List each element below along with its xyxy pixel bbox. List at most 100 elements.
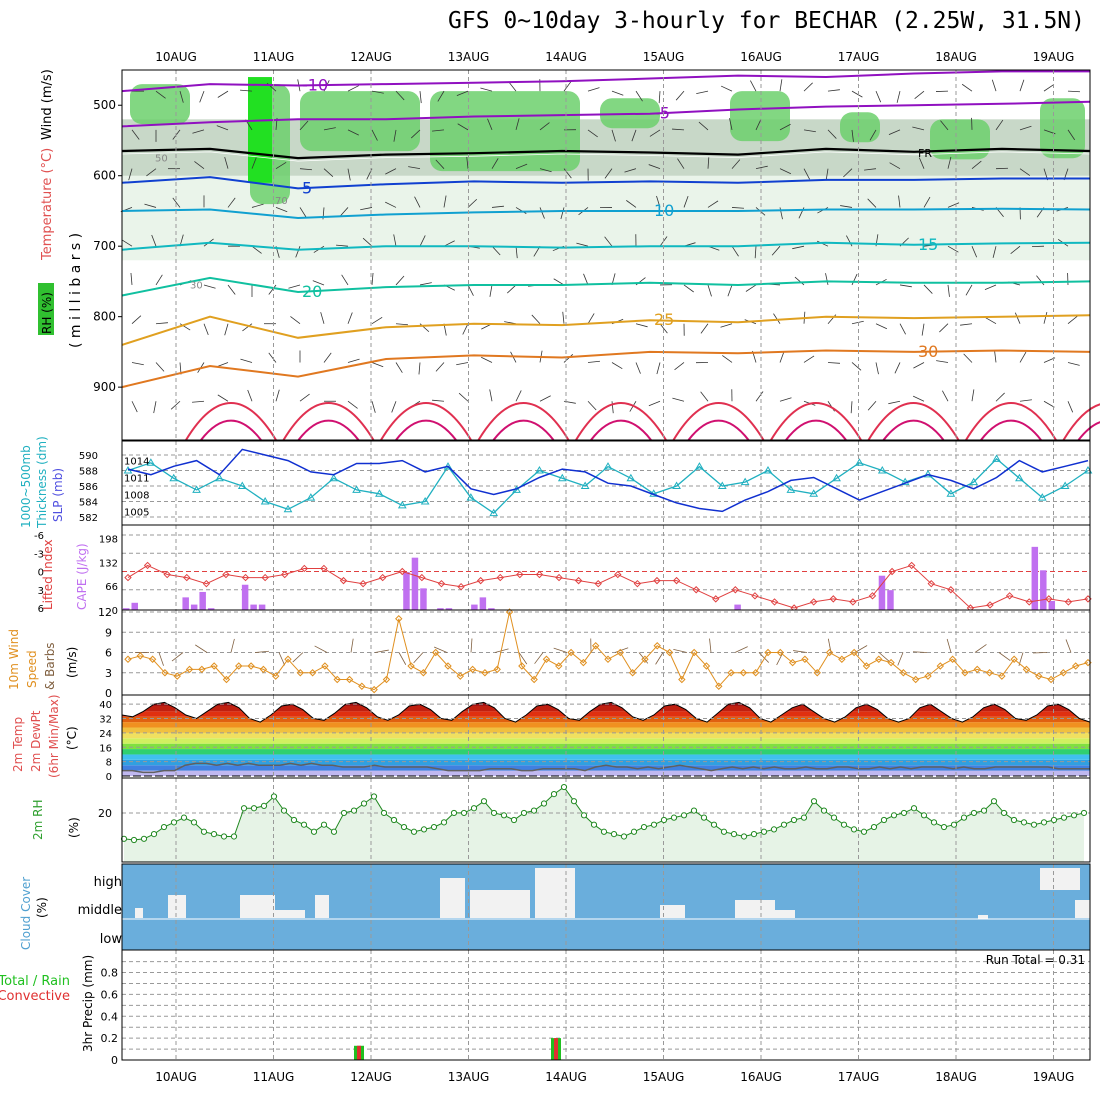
surface-barb-22 (655, 652, 664, 665)
wind-speed-point-11 (259, 665, 268, 674)
surface-barb-33 (912, 651, 928, 653)
wind-speed-point-43 (653, 642, 661, 650)
lifted-index-point-0 (124, 573, 132, 582)
isotherm-fr-inner (121, 151, 1091, 162)
surface-barb-10 (374, 649, 389, 653)
wind-speed-point-66 (936, 662, 945, 670)
cape-tick-0: 198 (99, 535, 118, 546)
rh-point-16 (280, 807, 288, 814)
temperature-2m-panel: 40 32 24 16 8 0 2m Temp 2m DewPt (6hr Min/Max) (°… (11, 694, 1091, 783)
rh-point-76 (880, 816, 888, 824)
wind-barb-14-1 (457, 123, 469, 131)
wind-barb-34-3 (947, 202, 960, 208)
wind-barb-16-0 (508, 81, 517, 92)
temp-band-2 (122, 759, 1090, 766)
rh-point-65 (770, 826, 778, 833)
rh-contour-label-1: 50 (155, 154, 168, 165)
wind-barb-18-3 (560, 207, 565, 220)
top-date-label-0: 10AUG (155, 50, 197, 64)
wind-speed-point-13 (284, 655, 292, 663)
wind-speed-point-67 (948, 655, 957, 663)
rh-point-96 (1080, 809, 1088, 817)
wind-barb-18-6 (562, 311, 565, 324)
wind-barb-7-6 (290, 316, 301, 325)
wind-speed-point-3 (161, 669, 169, 677)
wind-speed-point-75 (1047, 675, 1055, 684)
wind-barb-35-4 (971, 246, 978, 258)
surface-barb-30 (854, 645, 868, 653)
wind-barb-11-5 (395, 275, 405, 286)
wind-barb-8-5 (312, 280, 325, 286)
rh-point-32 (440, 819, 448, 826)
wind-barb-5-6 (242, 323, 253, 332)
rh-point-35 (470, 805, 478, 812)
wind-barb-29-2 (825, 168, 829, 181)
wind-barb-9-5 (341, 274, 349, 286)
wind-barb-17-6 (531, 314, 541, 324)
rh-point-68 (800, 814, 808, 821)
cloud-cell-8 (660, 905, 685, 918)
wind-speed-point-24 (419, 669, 428, 677)
cape-bar-43 (488, 608, 495, 610)
wind-barb-8-2 (323, 168, 334, 177)
wind-barb-20-2 (604, 168, 613, 179)
wind-barb-37-4 (1010, 245, 1021, 255)
wind-barb-27-0 (779, 79, 783, 92)
bottom-date-label-8: 18AUG (935, 1070, 977, 1084)
rh-point-67 (790, 816, 798, 824)
isotherm-label-1: -5 (654, 104, 670, 123)
lifted-index-point-44 (986, 601, 994, 609)
wind-speed-point-40 (616, 648, 625, 657)
wind-barb-25-6 (720, 323, 733, 328)
wind-barb-28-5 (794, 276, 805, 286)
wind-barb-24-8 (700, 391, 709, 402)
wind-barb-34-2 (947, 156, 952, 169)
wind-speed-point-47 (702, 662, 711, 670)
wind-speed-point-16 (321, 662, 329, 670)
rh-point-12 (240, 805, 248, 812)
wind-barb-30-0 (851, 90, 863, 98)
surface-barb-34 (946, 638, 952, 653)
wind-speed-point-29 (481, 669, 489, 677)
thickness-point-36 (946, 489, 956, 497)
rh-point-64 (760, 828, 768, 835)
wind-barb-6-7 (268, 352, 277, 363)
rh-point-59 (710, 821, 718, 828)
rh-point-71 (830, 814, 838, 821)
wind-barb-1-7 (155, 362, 165, 372)
rh-ylabel: 2m RH (31, 800, 45, 841)
wind-speed-point-7 (210, 662, 218, 670)
precip-tick-1: 0.6 (101, 988, 119, 1001)
wind-speed-point-14 (296, 669, 305, 677)
upper-ytick-label-4: 900 (93, 380, 116, 394)
rh-point-45 (570, 798, 578, 805)
cloud-ylabel: Cloud Cover (19, 877, 33, 950)
temp-band-10 (122, 716, 1090, 723)
rh-point-33 (450, 809, 458, 817)
wind-barb-37-7 (1019, 351, 1027, 363)
wind-barb-27-1 (779, 123, 791, 131)
rh-point-83 (950, 821, 958, 828)
cape-bar-1 (131, 602, 138, 610)
cloud-cell-3 (275, 910, 305, 918)
cloud-unit: (%) (35, 897, 49, 918)
top-date-label-4: 14AUG (545, 50, 587, 64)
isotherm-hot-35-1 (282, 402, 375, 441)
cloud-tick-2: low (100, 932, 123, 947)
isotherm-hot-40-6 (785, 419, 847, 441)
surface-barb-35 (974, 644, 987, 653)
wind-barb-29-7 (827, 362, 840, 364)
wind-barb-0-4 (121, 239, 133, 247)
wind-barb-5-3 (251, 203, 264, 208)
wind-barb-9-4 (336, 244, 349, 247)
wind-barb-9-0 (347, 85, 359, 92)
cape-bar-9 (199, 591, 206, 610)
isotherm-hot-35-2 (380, 402, 472, 441)
wind-barb-39-8 (1067, 401, 1074, 413)
rh-point-43 (550, 791, 558, 798)
wind-barb-34-5 (947, 284, 950, 297)
rh-point-18 (300, 821, 308, 828)
lifted-index-point-19 (496, 573, 504, 582)
lifted-index-point-32 (751, 592, 759, 600)
